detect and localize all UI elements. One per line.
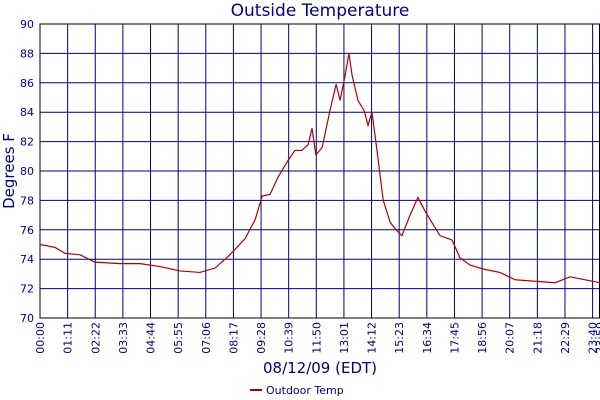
x-tick-label: 18:56 — [476, 322, 489, 354]
x-tick-label: 22:29 — [559, 322, 572, 354]
y-tick-label: 84 — [20, 106, 34, 119]
x-tick-label: 16:34 — [421, 322, 434, 354]
x-tick-label: 23:40 — [587, 322, 600, 354]
y-tick-label: 72 — [20, 283, 34, 296]
x-tick-label: 10:39 — [283, 322, 296, 354]
x-tick-label: 03:33 — [117, 322, 130, 354]
y-tick-label: 82 — [20, 136, 34, 149]
y-tick-label: 90 — [20, 18, 34, 31]
x-axis-label: 08/12/09 (EDT) — [263, 359, 377, 377]
x-tick-label: 14:12 — [366, 322, 379, 354]
y-axis-label: Degrees F — [0, 133, 18, 209]
data-line — [39, 53, 600, 284]
y-tick-label: 76 — [20, 224, 34, 237]
y-tick-label: 88 — [20, 47, 34, 60]
y-tick-label: 80 — [20, 165, 34, 178]
x-tick-label: 15:23 — [393, 322, 406, 354]
x-tick-label: 04:44 — [145, 322, 158, 354]
x-tick-label: 23:59 — [594, 322, 600, 354]
x-tick-label: 02:22 — [89, 322, 102, 354]
x-tick-label: 09:28 — [255, 322, 268, 354]
y-tick-label: 86 — [20, 77, 34, 90]
x-tick-label: 17:45 — [448, 322, 461, 354]
x-tick-label: 13:01 — [338, 322, 351, 354]
x-tick-label: 05:55 — [172, 322, 185, 354]
x-tick-label: 07:06 — [200, 322, 213, 354]
y-tick-label: 74 — [20, 253, 34, 266]
x-tick-label: 01:11 — [62, 322, 75, 354]
x-tick-label: 11:50 — [310, 322, 323, 354]
x-tick-label: 20:07 — [504, 322, 517, 354]
chart-title: Outside Temperature — [231, 1, 410, 21]
y-tick-label: 78 — [20, 194, 34, 207]
x-tick-label: 08:17 — [227, 322, 240, 354]
x-tick-label: 21:18 — [531, 322, 544, 354]
y-tick-label: 70 — [20, 312, 34, 325]
legend-label: Outdoor Temp — [266, 384, 344, 397]
x-tick-label: 00:00 — [34, 322, 47, 354]
